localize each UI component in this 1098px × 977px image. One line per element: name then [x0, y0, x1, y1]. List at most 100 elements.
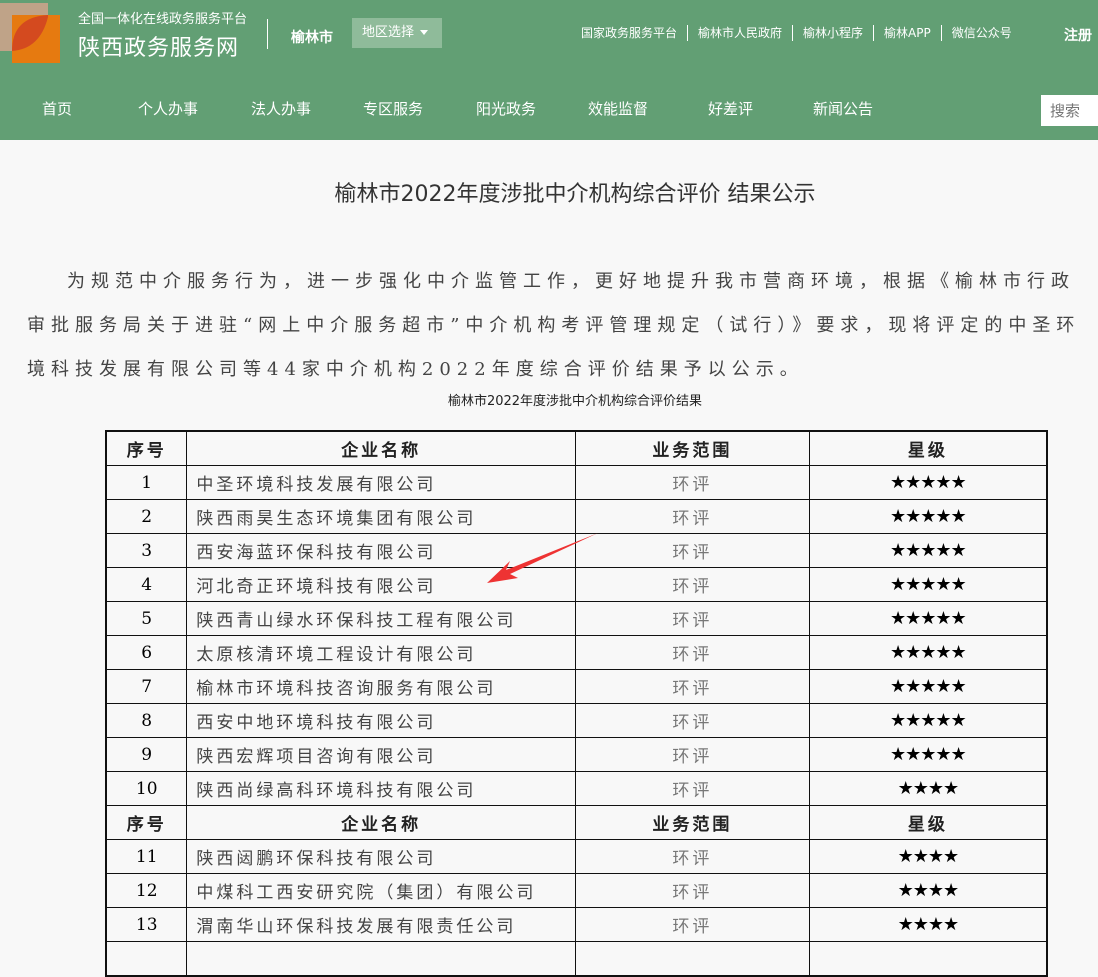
company-name: 太原核清环境工程设计有限公司: [186, 635, 576, 670]
platform-subtitle: 全国一体化在线政务服务平台: [78, 12, 248, 27]
nav-home[interactable]: 首页: [42, 100, 73, 118]
company-name: 陕西尚绿高科环境科技有限公司: [186, 771, 576, 806]
table-row: 1 中圣环境科技发展有限公司 环评 ★★★★★: [105, 465, 1048, 500]
nav-efficiency-supervision[interactable]: 效能监督: [588, 100, 649, 118]
column-header: 企业名称: [186, 430, 576, 466]
column-header: 业务范围: [574, 430, 810, 466]
row-number: 5: [105, 601, 188, 636]
row-number: 8: [105, 703, 188, 738]
row-number: 12: [105, 873, 188, 908]
star-rating: ★★★★: [808, 907, 1048, 942]
register-link[interactable]: 注册: [1064, 28, 1092, 44]
row-number: 2: [105, 499, 188, 534]
star-rating: ★★★★★: [808, 703, 1048, 738]
business-scope: 环评: [574, 533, 810, 568]
nav-open-government[interactable]: 阳光政务: [476, 100, 537, 118]
company-name: 陕西宏辉项目咨询有限公司: [186, 737, 576, 772]
region-select[interactable]: 地区选择: [352, 18, 442, 48]
nav-rating[interactable]: 好差评: [708, 100, 754, 118]
link-yulin-government[interactable]: 榆林市人民政府: [687, 25, 792, 41]
search-input[interactable]: [1041, 95, 1098, 126]
business-scope: 环评: [574, 703, 810, 738]
business-scope: 环评: [574, 907, 810, 942]
star-rating: ★★★★: [808, 873, 1048, 908]
star-rating: ★★★★★: [808, 669, 1048, 704]
link-national-platform[interactable]: 国家政务服务平台: [581, 26, 678, 40]
business-scope: 环评: [574, 499, 810, 534]
company-name: 渭南华山环保科技发展有限责任公司: [186, 907, 576, 942]
row-number: 1: [105, 465, 188, 500]
star-rating: ★★★★★: [808, 567, 1048, 602]
link-wechat-account[interactable]: 微信公众号: [940, 25, 1022, 41]
business-scope: 环评: [574, 873, 810, 908]
star-rating: ★★★★★: [808, 601, 1048, 636]
star-rating: ★★★★★: [808, 533, 1048, 568]
intro-paragraph: 为规范中介服务行为，进一步强化中介监管工作，更好地提升我市营商环境，根据《榆林市…: [27, 271, 1081, 380]
table-row: 7 榆林市环境科技咨询服务有限公司 环评 ★★★★★: [105, 669, 1048, 704]
table-row: 10 陕西尚绿高科环境科技有限公司 环评 ★★★★: [105, 771, 1048, 806]
table-row: 8 西安中地环境科技有限公司 环评 ★★★★★: [105, 703, 1048, 738]
top-links: 国家政务服务平台 榆林市人民政府 榆林小程序 榆林APP 微信公众号: [581, 25, 1022, 41]
link-yulin-miniprogram[interactable]: 榆林小程序: [792, 25, 873, 41]
table-header-row: 序号 企业名称 业务范围 星级: [105, 430, 1048, 466]
company-name: 陕西雨昊生态环境集团有限公司: [186, 499, 576, 534]
table-caption: 榆林市2022年度涉批中介机构综合评价结果: [447, 394, 703, 409]
star-rating: ★★★★★: [808, 499, 1048, 534]
company-name: 陕西闼鹏环保科技有限公司: [186, 839, 576, 874]
business-scope: 环评: [574, 771, 810, 806]
table-row: 4 河北奇正环境科技有限公司 环评 ★★★★★: [105, 567, 1048, 602]
row-number: 7: [105, 669, 188, 704]
link-yulin-app[interactable]: 榆林APP: [873, 25, 941, 41]
row-number: 9: [105, 737, 188, 772]
site-header: 全国一体化在线政务服务平台 陕西政务服务网 榆林市 地区选择 国家政务服务平台 …: [0, 0, 1098, 140]
table-row: 2 陕西雨昊生态环境集团有限公司 环评 ★★★★★: [105, 499, 1048, 534]
column-header: 星级: [808, 805, 1048, 840]
business-scope: 环评: [574, 669, 810, 704]
nav-special-services[interactable]: 专区服务: [363, 100, 424, 118]
business-scope: 环评: [574, 635, 810, 670]
business-scope: 环评: [574, 465, 810, 500]
star-rating: ★★★★: [808, 839, 1048, 874]
business-scope: 环评: [574, 839, 810, 874]
table-row: 13 渭南华山环保科技发展有限责任公司 环评 ★★★★: [105, 907, 1048, 942]
star-rating: ★★★★★: [808, 737, 1048, 772]
star-rating: ★★★★★: [808, 635, 1048, 670]
current-city: 榆林市: [291, 30, 333, 46]
divider: [267, 19, 268, 49]
row-number: 4: [105, 567, 188, 602]
column-header: 企业名称: [186, 805, 576, 840]
company-name: 河北奇正环境科技有限公司: [186, 567, 576, 602]
column-header: 业务范围: [574, 805, 810, 840]
company-name: 西安海蓝环保科技有限公司: [186, 533, 576, 568]
row-number: 11: [105, 839, 188, 874]
company-name: 中煤科工西安研究院（集团）有限公司: [186, 873, 576, 908]
results-table: 序号 企业名称 业务范围 星级 1 中圣环境科技发展有限公司 环评 ★★★★★ 2 陕西雨昊生态环…: [105, 430, 1048, 977]
caret-down-icon: [420, 30, 429, 35]
company-name: 西安中地环境科技有限公司: [186, 703, 576, 738]
nav-news[interactable]: 新闻公告: [813, 100, 874, 118]
table-row: 11 陕西闼鹏环保科技有限公司 环评 ★★★★: [105, 839, 1048, 874]
company-name: 榆林市环境科技咨询服务有限公司: [186, 669, 576, 704]
nav-personal[interactable]: 个人办事: [138, 100, 199, 118]
column-header: 序号: [105, 430, 188, 466]
star-rating: ★★★★★: [808, 465, 1048, 500]
business-scope: 环评: [574, 601, 810, 636]
site-logo[interactable]: [0, 3, 60, 63]
business-scope: 环评: [574, 737, 810, 772]
table-row: 12 中煤科工西安研究院（集团）有限公司 环评 ★★★★: [105, 873, 1048, 908]
company-name: 中圣环境科技发展有限公司: [186, 465, 576, 500]
row-number: 6: [105, 635, 188, 670]
table-header-row: 序号 企业名称 业务范围 星级: [105, 805, 1048, 840]
column-header: 星级: [808, 430, 1048, 466]
row-number: 13: [105, 907, 188, 942]
region-select-label: 地区选择: [362, 25, 415, 40]
company-name: 陕西青山绿水环保科技工程有限公司: [186, 601, 576, 636]
nav-corporate[interactable]: 法人办事: [251, 100, 312, 118]
site-name[interactable]: 陕西政务服务网: [78, 36, 240, 61]
table-row: 3 西安海蓝环保科技有限公司 环评 ★★★★★: [105, 533, 1048, 568]
column-header: 序号: [105, 805, 188, 840]
table-row: 9 陕西宏辉项目咨询有限公司 环评 ★★★★★: [105, 737, 1048, 772]
page-title: 榆林市2022年度涉批中介机构综合评价 结果公示: [334, 182, 816, 207]
row-number: 10: [105, 771, 188, 806]
star-rating: ★★★★: [808, 771, 1048, 806]
